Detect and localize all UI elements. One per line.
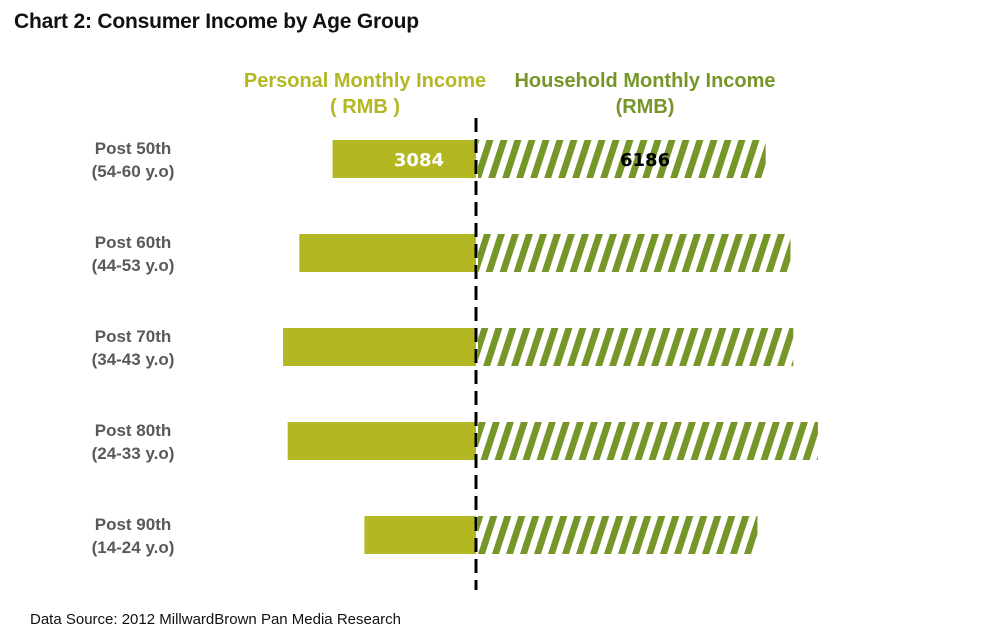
data-source: Data Source: 2012 MillwardBrown Pan Medi…	[30, 611, 402, 628]
household-income-header: Household Monthly Income (RMB)	[510, 68, 780, 120]
household-income-bar	[478, 234, 791, 272]
category-label: Post 70th	[95, 327, 172, 346]
category-label: Post 60th	[95, 233, 172, 252]
personal-income-bar	[283, 328, 476, 366]
personal-income-bar	[287, 422, 476, 460]
category-sublabel: (34-43 y.o)	[92, 350, 175, 369]
personal-data-label: 3084	[394, 150, 444, 171]
personal-income-bar	[332, 140, 476, 178]
household-data-label: 6186	[620, 150, 670, 171]
category-sublabel: (14-24 y.o)	[92, 538, 175, 557]
personal-income-title: Personal Monthly Income	[243, 70, 487, 92]
category-sublabel: (44-53 y.o)	[92, 256, 175, 275]
household-income-bar	[478, 328, 794, 366]
chart-title: Chart 2: Consumer Income by Age Group	[14, 10, 419, 33]
household-income-bar	[478, 422, 818, 460]
household-income-bar	[478, 516, 758, 554]
household-income-unit: (RMB)	[615, 96, 675, 118]
category-label: Post 50th	[95, 139, 172, 158]
personal-income-bar	[364, 516, 476, 554]
personal-income-bar	[299, 234, 476, 272]
category-sublabel: (54-60 y.o)	[92, 162, 175, 181]
household-income-bar	[478, 140, 766, 178]
category-label: Post 80th	[95, 421, 172, 440]
category-label: Post 90th	[95, 515, 172, 534]
household-income-title: Household Monthly Income	[514, 70, 776, 92]
personal-income-header: Personal Monthly Income ( RMB )	[240, 68, 490, 120]
category-sublabel: (24-33 y.o)	[92, 444, 175, 463]
personal-income-unit: ( RMB )	[330, 96, 400, 118]
